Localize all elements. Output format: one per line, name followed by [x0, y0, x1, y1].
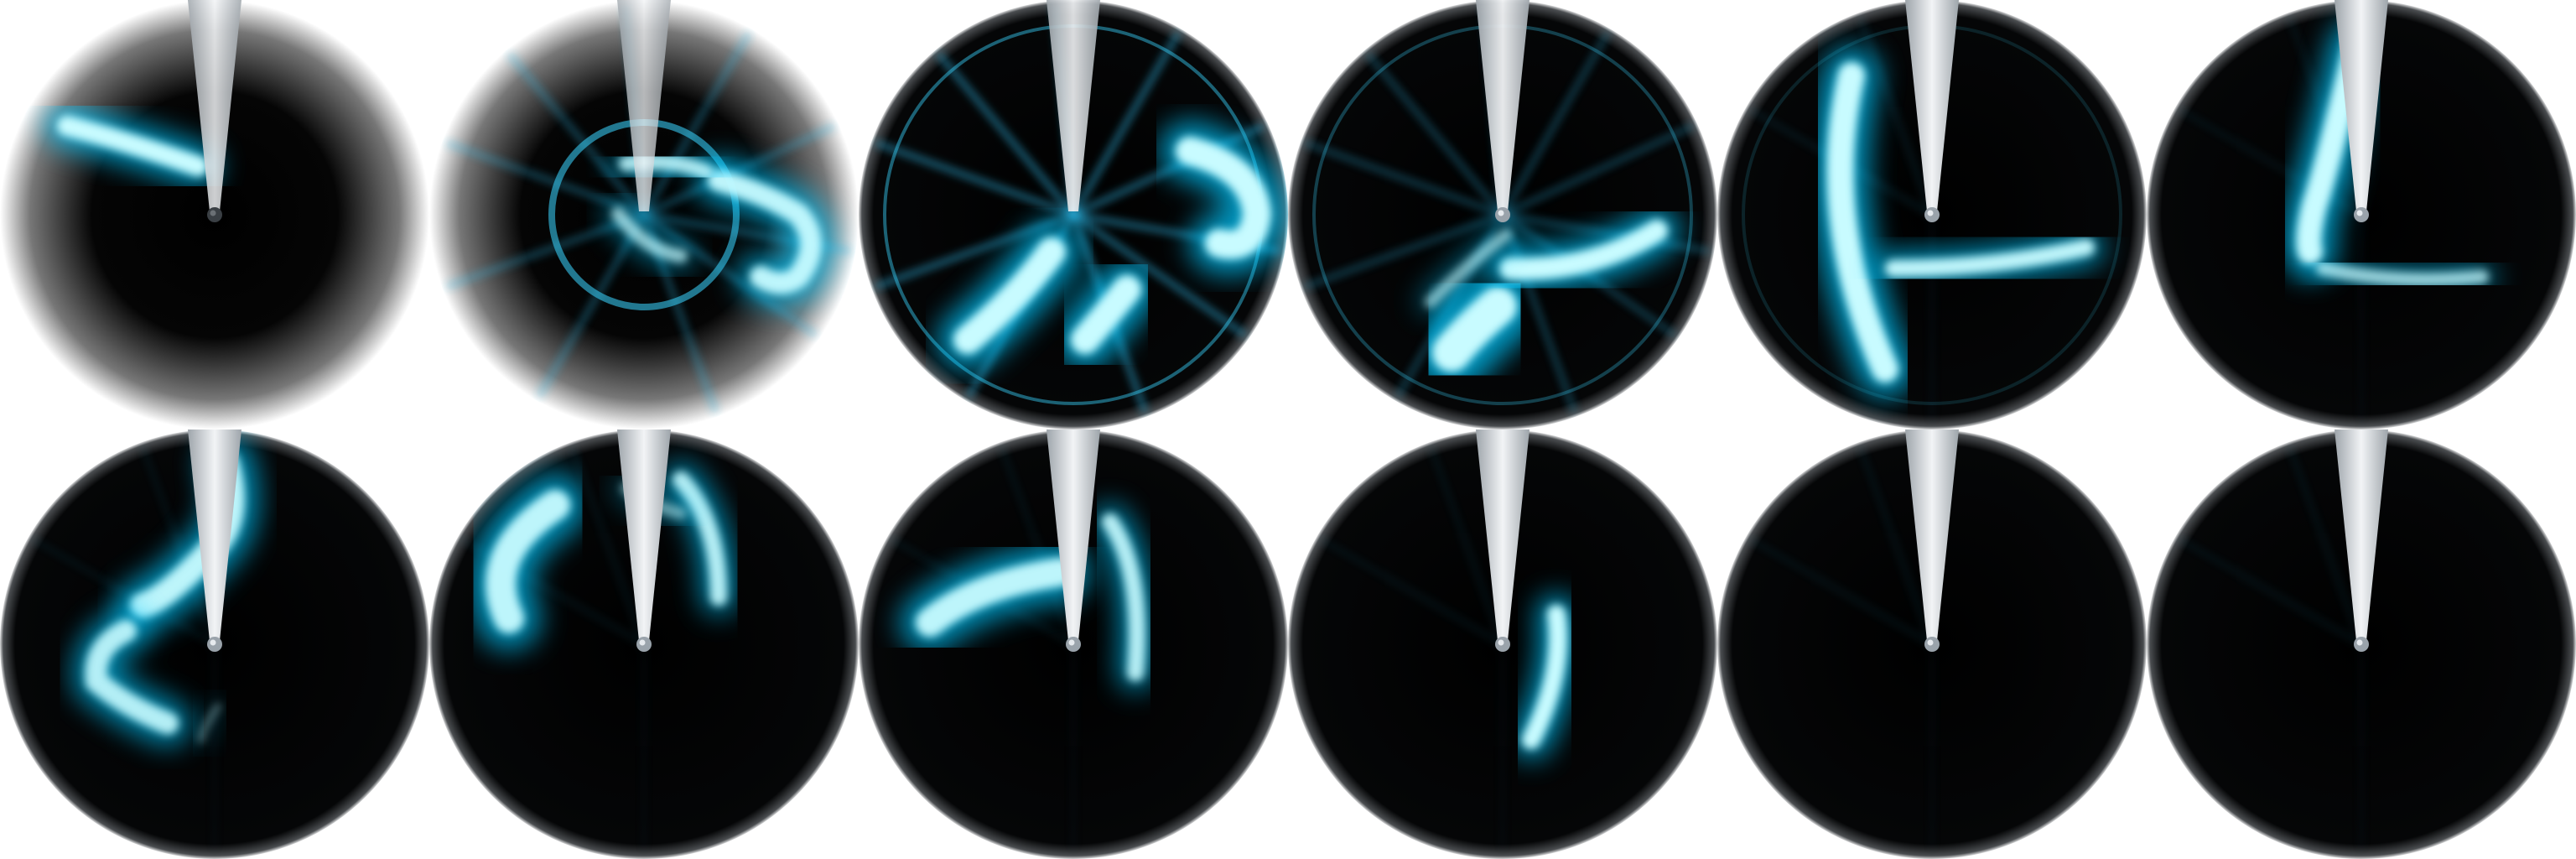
sprite-frame-2: [429, 0, 859, 430]
glow-core-2: [1499, 220, 1668, 280]
glow-core-1: [1826, 62, 1898, 383]
sprite-frame-4: [1288, 0, 1717, 430]
glow-core-2: [85, 620, 179, 734]
pointer-needle: [617, 430, 671, 641]
pointer-needle: [1905, 430, 1959, 641]
radar-dial-12: [2147, 430, 2576, 859]
sprite-frame-10: [1288, 430, 1717, 859]
sprite-frame-3: [859, 0, 1288, 430]
radar-dial-10: [1288, 430, 1717, 859]
radar-dial-3: [859, 0, 1288, 430]
sprite-frame-1: [0, 0, 429, 430]
glow-core-3: [198, 703, 221, 743]
glow-core-2: [1102, 513, 1145, 681]
radar-dial-5: [1717, 0, 2147, 430]
pointer-needle: [1476, 430, 1530, 641]
radar-dial-8: [429, 430, 859, 859]
glow-core-1: [2296, 34, 2369, 264]
glow-core-2: [2316, 262, 2489, 287]
glow-core-1: [1432, 287, 1517, 372]
pointer-needle: [1046, 430, 1100, 641]
glow-core-1: [708, 169, 822, 294]
light-rays: [1319, 445, 1506, 849]
sprite-frame-9: [859, 430, 1288, 859]
sprite-frame-7: [0, 430, 429, 859]
radar-dial-4: [1288, 0, 1717, 430]
radar-dial-6: [2147, 0, 2576, 430]
radar-dial-1: [0, 0, 429, 430]
glow-core-2: [953, 237, 1066, 354]
glow-core-1: [1522, 605, 1567, 749]
glow-core-3: [1071, 275, 1141, 354]
pointer-needle: [2334, 0, 2388, 211]
glow-core-2: [673, 471, 727, 606]
pointer-needle: [188, 430, 242, 641]
sprite-frame-5: [1717, 0, 2147, 430]
glow-core-1: [916, 558, 1074, 637]
glow-core-1: [1176, 137, 1272, 259]
radar-dial-11: [1717, 430, 2147, 859]
sprite-frame-6: [2147, 0, 2576, 430]
pointer-needle: [617, 0, 671, 211]
sprite-frame-12: [2147, 430, 2576, 859]
pointer-needle: [188, 0, 242, 211]
light-rays: [2178, 445, 2365, 849]
radar-dial-2: [429, 0, 859, 430]
light-rays: [1748, 445, 1935, 849]
pointer-needle: [1476, 0, 1530, 211]
radar-dial-9: [859, 430, 1288, 859]
sprite-frame-11: [1717, 430, 2147, 859]
pointer-needle: [1905, 0, 1959, 211]
glow-core-1: [486, 490, 570, 633]
pointer-needle: [2334, 430, 2388, 641]
radar-dial-7: [0, 430, 429, 859]
glow-core-2: [1885, 239, 2095, 277]
pointer-needle: [1046, 0, 1100, 211]
glow-core-1: [57, 116, 208, 176]
sprite-frame-8: [429, 430, 859, 859]
glow-core-3: [611, 207, 688, 263]
glow-core-3: [1425, 229, 1512, 308]
